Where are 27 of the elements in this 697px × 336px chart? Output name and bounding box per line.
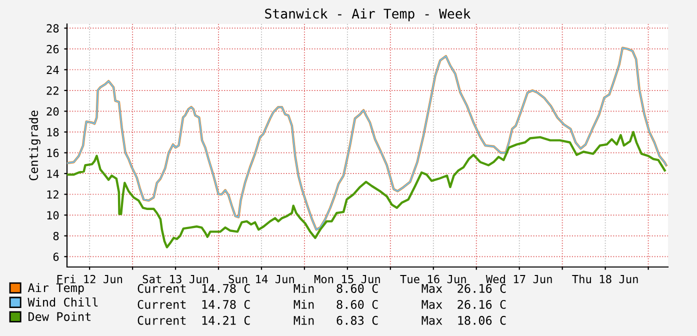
x-tick-label: Thu 18 Jun xyxy=(572,274,638,284)
x-tick-label: Wed 17 Jun xyxy=(486,274,552,284)
x-tick-label: Sun 14 Jun xyxy=(228,274,294,284)
y-tick-label: 28 xyxy=(46,24,59,33)
y-tick-label: 26 xyxy=(46,44,59,54)
y-tick-label: 14 xyxy=(47,170,59,178)
legend-label: Wind Chill xyxy=(28,297,98,307)
y-tick-label: 18 xyxy=(47,128,59,136)
y-tick-label: 20 xyxy=(46,107,59,116)
y-tick-label: 6 xyxy=(53,252,59,262)
text: Current 14.78 C Min 8.60 C Max 26.16 C xyxy=(138,300,506,309)
y-axis-title: Centigrade xyxy=(28,110,40,180)
y-tick-label: 12 xyxy=(47,190,58,199)
x-tick-label: Tue 16 Jun xyxy=(400,274,466,284)
chart-title: Stanwick - Air Temp - Week xyxy=(265,8,471,22)
x-tick-label: Fri 12 Jun xyxy=(57,274,122,284)
text: Current 14.78 C Min 8.60 C Max 26.16 C xyxy=(138,284,506,293)
legend-label: Air Temp xyxy=(28,283,84,294)
y-tick-label: 22 xyxy=(46,86,58,95)
legend-label: Dew Point xyxy=(28,312,91,322)
text: Current 14.21 C Min 6.83 C Max 18.06 C xyxy=(138,316,506,325)
y-tick-label: 16 xyxy=(47,148,59,158)
x-tick-label: Sat 13 Jun xyxy=(142,274,208,284)
y-tick-label: 24 xyxy=(46,66,59,74)
x-tick-label: Mon 15 Jun xyxy=(314,275,380,284)
y-tick-label: 10 xyxy=(47,211,59,220)
y-tick-label: 8 xyxy=(53,232,59,240)
